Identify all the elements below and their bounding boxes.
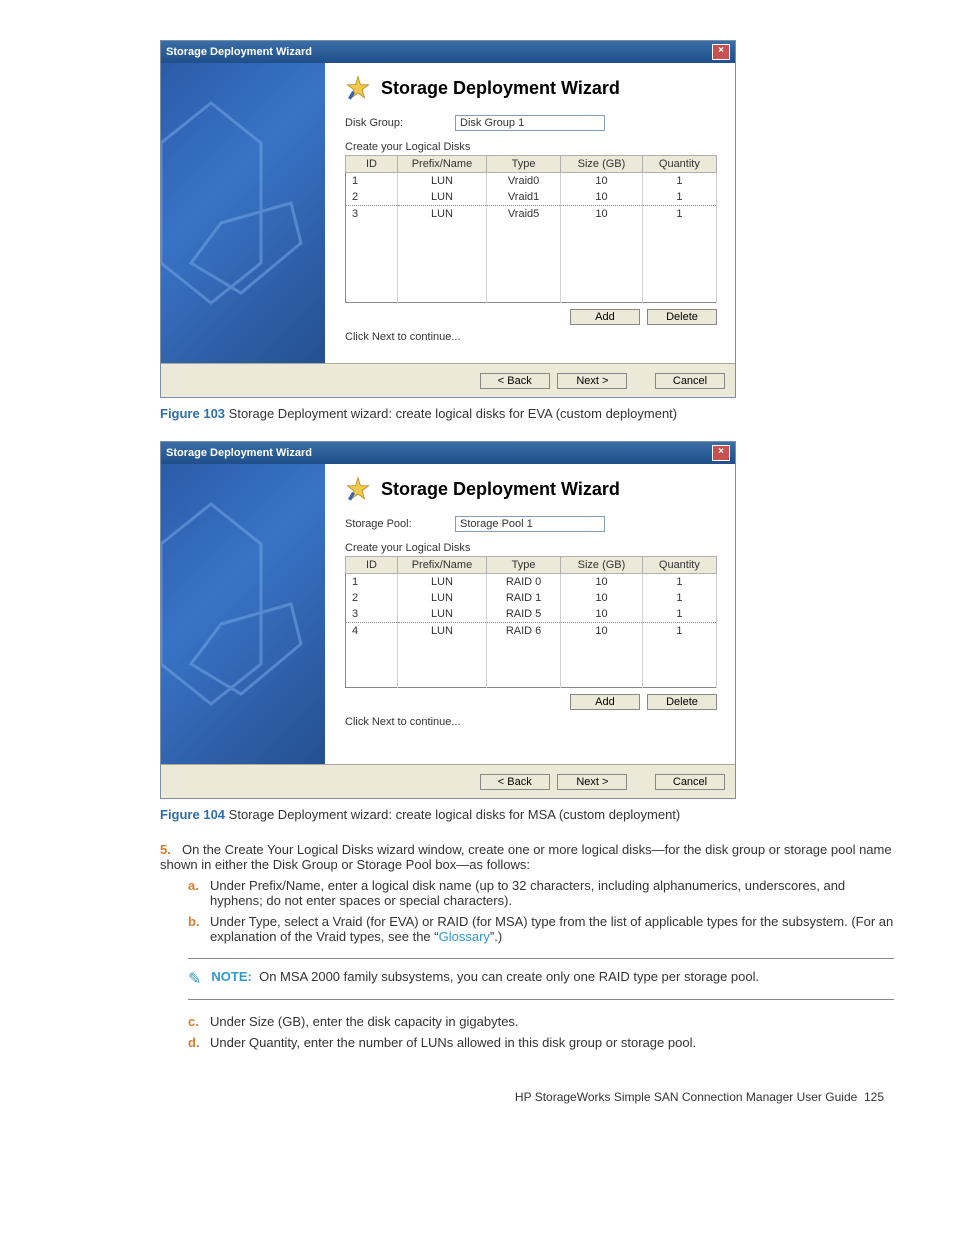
create-disks-label: Create your Logical Disks bbox=[345, 141, 717, 153]
next-button[interactable]: Next > bbox=[557, 373, 627, 389]
cancel-button[interactable]: Cancel bbox=[655, 373, 725, 389]
col-prefix: Prefix/Name bbox=[397, 557, 486, 574]
step-5c: c.Under Size (GB), enter the disk capaci… bbox=[188, 1014, 894, 1029]
table-row bbox=[346, 270, 717, 286]
table-row: 4LUNRAID 6101 bbox=[346, 623, 717, 640]
figure-caption: Figure 103 Storage Deployment wizard: cr… bbox=[160, 406, 894, 421]
step-5a: a.Under Prefix/Name, enter a logical dis… bbox=[188, 878, 894, 908]
col-qty: Quantity bbox=[642, 156, 716, 173]
window-title: Storage Deployment Wizard bbox=[166, 46, 312, 58]
wizard-dialog-msa: Storage Deployment Wizard × Storage Depl… bbox=[160, 441, 736, 799]
col-size: Size (GB) bbox=[561, 156, 643, 173]
titlebar: Storage Deployment Wizard × bbox=[161, 41, 735, 63]
figure-caption: Figure 104 Storage Deployment wizard: cr… bbox=[160, 807, 894, 822]
delete-button[interactable]: Delete bbox=[647, 694, 717, 710]
add-button[interactable]: Add bbox=[570, 694, 640, 710]
note-icon: ✎ bbox=[188, 969, 201, 989]
col-type: Type bbox=[486, 156, 560, 173]
table-row: 1LUNRAID 0101 bbox=[346, 574, 717, 591]
window-title: Storage Deployment Wizard bbox=[166, 447, 312, 459]
table-row: 3LUNRAID 5101 bbox=[346, 606, 717, 623]
next-button[interactable]: Next > bbox=[557, 774, 627, 790]
logical-disks-table[interactable]: ID Prefix/Name Type Size (GB) Quantity 1… bbox=[345, 155, 717, 303]
table-row: 1LUNVraid0101 bbox=[346, 173, 717, 190]
table-row bbox=[346, 238, 717, 254]
col-prefix: Prefix/Name bbox=[397, 156, 486, 173]
step-5d: d.Under Quantity, enter the number of LU… bbox=[188, 1035, 894, 1050]
page-footer: HP StorageWorks Simple SAN Connection Ma… bbox=[60, 1090, 894, 1104]
table-row bbox=[346, 254, 717, 270]
step-5b: b.Under Type, select a Vraid (for EVA) o… bbox=[188, 914, 894, 944]
create-disks-label: Create your Logical Disks bbox=[345, 542, 717, 554]
next-hint: Click Next to continue... bbox=[345, 716, 717, 728]
close-icon[interactable]: × bbox=[712, 445, 730, 461]
storage-pool-label: Storage Pool: bbox=[345, 518, 435, 530]
step-5: 5.On the Create Your Logical Disks wizar… bbox=[160, 842, 894, 944]
table-row bbox=[346, 286, 717, 303]
cancel-button[interactable]: Cancel bbox=[655, 774, 725, 790]
delete-button[interactable]: Delete bbox=[647, 309, 717, 325]
wizard-heading: Storage Deployment Wizard bbox=[381, 78, 620, 99]
close-icon[interactable]: × bbox=[712, 44, 730, 60]
next-hint: Click Next to continue... bbox=[345, 331, 717, 343]
table-row bbox=[346, 671, 717, 688]
table-row: 2LUNRAID 1101 bbox=[346, 590, 717, 606]
back-button[interactable]: < Back bbox=[480, 373, 550, 389]
glossary-link[interactable]: Glossary bbox=[439, 929, 490, 944]
wizard-icon bbox=[345, 476, 371, 502]
table-row bbox=[346, 655, 717, 671]
disk-group-input[interactable]: Disk Group 1 bbox=[455, 115, 605, 131]
col-id: ID bbox=[346, 557, 398, 574]
wizard-dialog-eva: Storage Deployment Wizard × Storage Depl… bbox=[160, 40, 736, 398]
wizard-heading: Storage Deployment Wizard bbox=[381, 479, 620, 500]
storage-pool-input[interactable]: Storage Pool 1 bbox=[455, 516, 605, 532]
note: ✎ NOTE: On MSA 2000 family subsystems, y… bbox=[188, 958, 894, 1000]
wizard-side-image bbox=[161, 63, 325, 363]
wizard-side-image bbox=[161, 464, 325, 764]
table-row: 2LUNVraid1101 bbox=[346, 189, 717, 206]
back-button[interactable]: < Back bbox=[480, 774, 550, 790]
wizard-icon bbox=[345, 75, 371, 101]
col-qty: Quantity bbox=[642, 557, 716, 574]
col-size: Size (GB) bbox=[561, 557, 643, 574]
col-id: ID bbox=[346, 156, 398, 173]
col-type: Type bbox=[486, 557, 560, 574]
table-row: 3LUNVraid5101 bbox=[346, 206, 717, 223]
logical-disks-table[interactable]: ID Prefix/Name Type Size (GB) Quantity 1… bbox=[345, 556, 717, 688]
add-button[interactable]: Add bbox=[570, 309, 640, 325]
titlebar: Storage Deployment Wizard × bbox=[161, 442, 735, 464]
table-row bbox=[346, 222, 717, 238]
table-row bbox=[346, 639, 717, 655]
disk-group-label: Disk Group: bbox=[345, 117, 435, 129]
